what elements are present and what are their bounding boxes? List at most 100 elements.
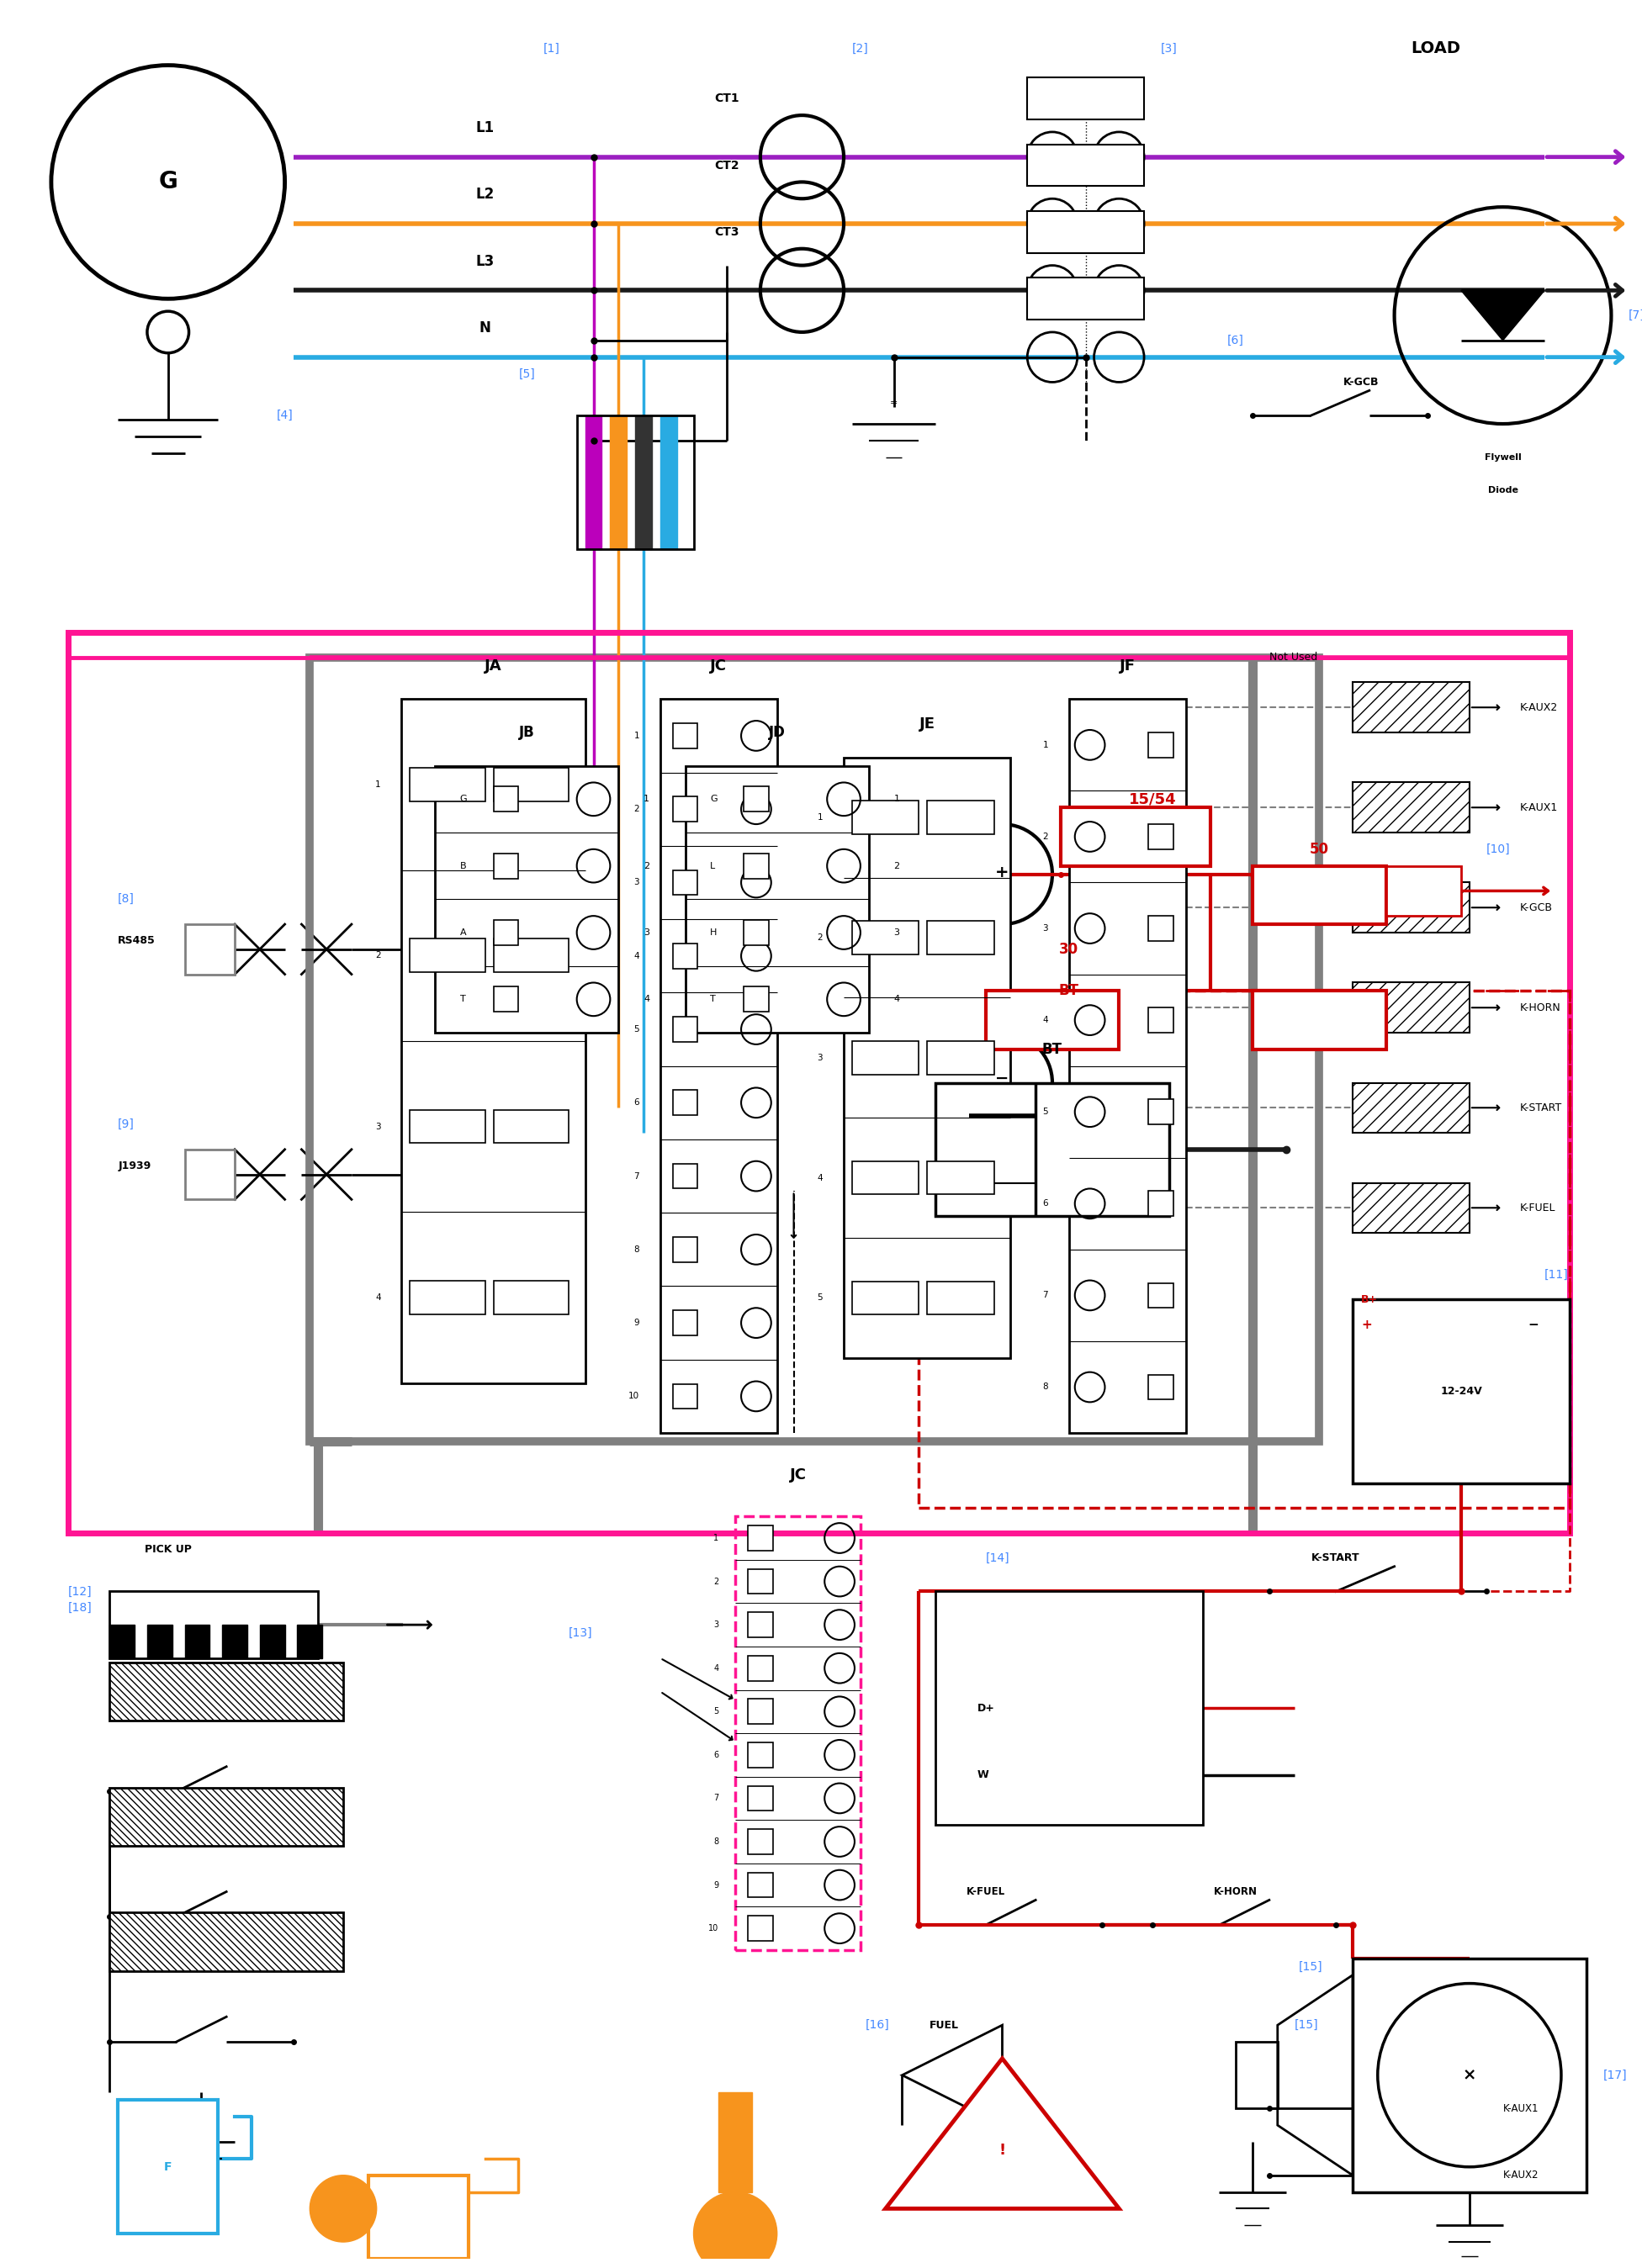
Text: 9: 9 (634, 1318, 639, 1327)
Text: 1: 1 (644, 796, 650, 803)
Text: [12]: [12] (67, 1585, 92, 1597)
Text: L3: L3 (476, 254, 494, 270)
Text: [15]: [15] (1299, 1962, 1323, 1973)
Text: 4: 4 (893, 996, 900, 1002)
Bar (1353, 982, 1470, 1032)
Text: D+: D+ (977, 1703, 995, 1715)
Text: 7: 7 (713, 1794, 719, 1803)
Bar (744, 987, 768, 1012)
Text: 5: 5 (818, 1293, 823, 1302)
Text: [1]: [1] (544, 43, 560, 54)
Text: 3: 3 (893, 928, 900, 937)
Text: JC: JC (711, 658, 727, 674)
Bar (928, 1041, 993, 1075)
Bar (410, 769, 484, 801)
Bar (1353, 882, 1470, 932)
Bar (435, 767, 619, 1032)
Bar (611, 415, 627, 549)
Bar (148, 1624, 172, 1658)
Bar (1353, 1300, 1570, 1483)
Bar (1253, 991, 1386, 1050)
Text: PICK UP: PICK UP (144, 1545, 192, 1556)
Bar (1353, 683, 1470, 733)
Text: BT: BT (1059, 984, 1079, 998)
Bar (928, 801, 993, 835)
Bar (928, 1161, 993, 1195)
Bar (660, 415, 677, 549)
Text: 8: 8 (1043, 1383, 1048, 1390)
Text: JD: JD (768, 726, 785, 739)
Text: JE: JE (920, 717, 936, 733)
Text: 2: 2 (644, 862, 650, 871)
Text: JA: JA (484, 658, 502, 674)
Text: J1939: J1939 (118, 1161, 151, 1173)
Bar (719, 2091, 752, 2191)
Text: [7]: [7] (1627, 308, 1642, 322)
Bar (736, 1517, 860, 1950)
Text: F: F (164, 2161, 172, 2173)
Bar (184, 1150, 235, 1200)
Text: JC: JC (790, 1467, 806, 1483)
Text: K-AUX2: K-AUX2 (1502, 2170, 1539, 2182)
Bar (410, 1281, 484, 1313)
Bar (852, 1161, 920, 1195)
Bar (1148, 916, 1174, 941)
Text: L2: L2 (476, 186, 494, 202)
Text: 5: 5 (634, 1025, 639, 1034)
Bar (1148, 823, 1174, 848)
Text: 12-24V: 12-24V (1440, 1386, 1483, 1397)
Bar (673, 871, 698, 896)
Text: 1: 1 (818, 814, 823, 821)
Text: +: + (995, 864, 1010, 880)
Bar (1148, 733, 1174, 758)
Bar (852, 921, 920, 955)
Text: 3: 3 (644, 928, 650, 937)
Bar (184, 1624, 210, 1658)
Bar (1148, 1007, 1174, 1032)
Bar (1148, 1284, 1174, 1309)
Bar (493, 939, 568, 973)
Text: K-GCB: K-GCB (1343, 376, 1379, 388)
Text: K-START: K-START (1312, 1554, 1360, 1563)
Text: 4: 4 (1043, 1016, 1048, 1025)
Text: B+: B+ (1361, 1295, 1378, 1304)
Text: 6: 6 (634, 1098, 639, 1107)
Text: 2: 2 (1043, 832, 1048, 841)
Bar (1253, 866, 1386, 925)
Bar (110, 1592, 319, 1658)
Text: G: G (711, 796, 718, 803)
Bar (744, 921, 768, 946)
Polygon shape (885, 2059, 1120, 2209)
Text: 3: 3 (1043, 925, 1048, 932)
Bar (184, 925, 235, 975)
Text: 9: 9 (714, 1880, 719, 1889)
Text: K-FUEL: K-FUEL (965, 1887, 1005, 1896)
Bar (747, 1916, 773, 1941)
Text: Diode: Diode (1488, 485, 1517, 494)
Bar (747, 1613, 773, 1637)
Text: 10: 10 (629, 1393, 639, 1402)
Bar (1353, 1957, 1586, 2191)
Text: [6]: [6] (1228, 336, 1245, 347)
Text: 2: 2 (818, 934, 823, 941)
Text: 50: 50 (1310, 841, 1328, 857)
Text: Flywell: Flywell (1484, 454, 1520, 460)
Bar (747, 1873, 773, 1898)
Bar (1061, 807, 1210, 866)
Bar (1148, 1100, 1174, 1125)
Bar (747, 1742, 773, 1767)
Text: 4: 4 (374, 1293, 381, 1302)
Text: N: N (479, 320, 491, 336)
Text: CT1: CT1 (714, 93, 739, 104)
Text: G: G (158, 170, 177, 193)
Text: +: + (1361, 1318, 1371, 1331)
Text: [10]: [10] (1486, 844, 1511, 855)
Bar (673, 1016, 698, 1041)
Text: [14]: [14] (985, 1551, 1010, 1565)
Text: −: − (1527, 1318, 1539, 1331)
Bar (493, 987, 519, 1012)
Text: [2]: [2] (852, 43, 869, 54)
Text: L: L (711, 862, 716, 871)
Bar (852, 1041, 920, 1075)
Bar (844, 758, 1010, 1359)
